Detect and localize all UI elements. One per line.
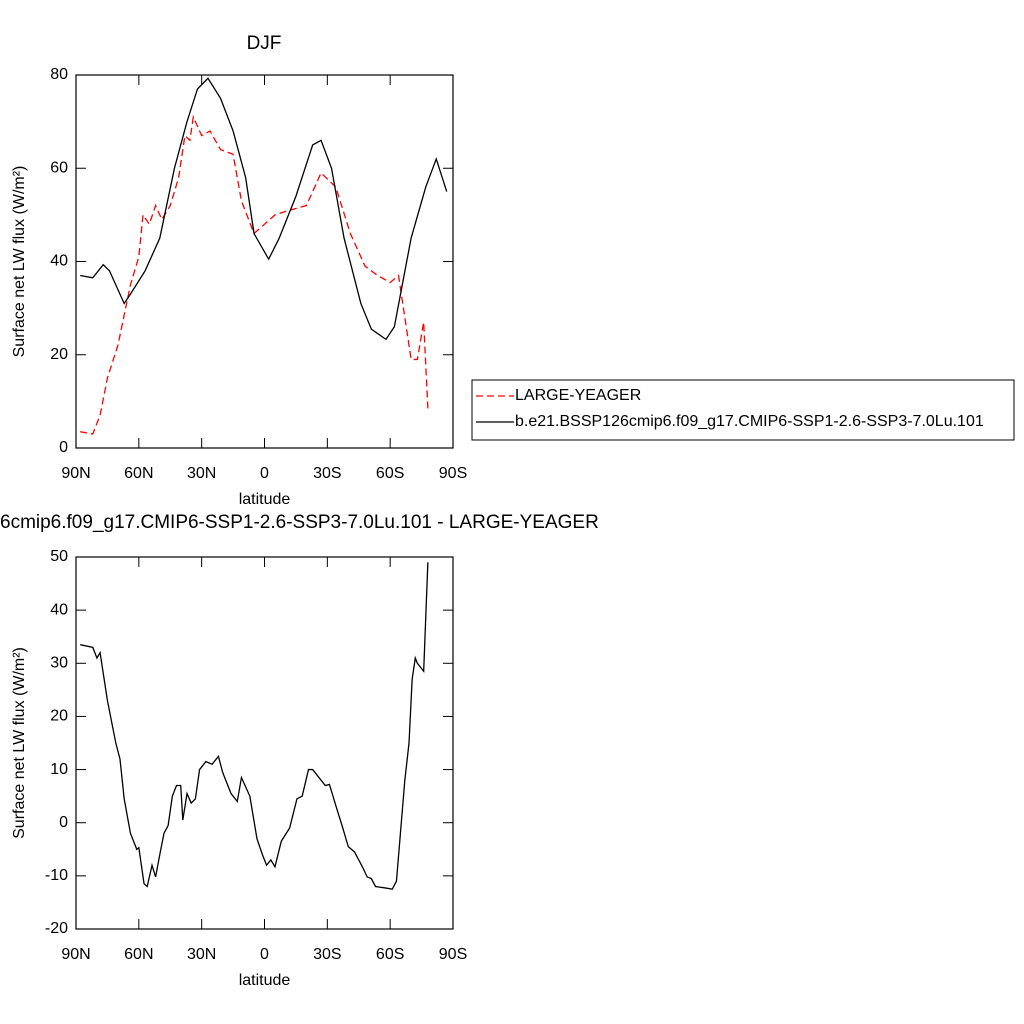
- data-line: [80, 562, 429, 890]
- x-tick-label: 90S: [439, 946, 467, 963]
- y-tick-label: 0: [59, 814, 68, 831]
- x-tick-label: 0: [260, 946, 269, 963]
- legend-box: [471, 379, 1015, 441]
- plot-frame: [75, 556, 454, 930]
- x-tick-label: 30N: [187, 465, 216, 482]
- x-tick-label: 60N: [124, 465, 153, 482]
- chart-title: DJF: [247, 33, 282, 54]
- x-tick-label: 60S: [376, 465, 404, 482]
- y-tick-label: 20: [50, 346, 68, 363]
- x-tick-label: 60S: [376, 946, 404, 963]
- x-tick-label: 90S: [439, 465, 467, 482]
- y-tick-label: -20: [45, 920, 68, 937]
- data-line: [80, 114, 429, 435]
- y-tick-label: 60: [50, 159, 68, 176]
- x-tick-label: 0: [260, 465, 269, 482]
- y-tick-label: 40: [50, 253, 68, 270]
- x-tick-label: 90N: [61, 465, 90, 482]
- y-tick-label: 20: [50, 708, 68, 725]
- y-tick-label: 80: [50, 66, 68, 83]
- x-axis-label: latitude: [239, 972, 291, 989]
- y-tick-label: 0: [59, 439, 68, 456]
- legend-label: b.e21.BSSP126cmip6.f09_g17.CMIP6-SSP1-2.…: [515, 413, 984, 430]
- y-tick-label: 30: [50, 655, 68, 672]
- y-tick-label: 50: [50, 548, 68, 565]
- chart-title: 6cmip6.f09_g17.CMIP6-SSP1-2.6-SSP3-7.0Lu…: [0, 512, 599, 533]
- x-axis-label: latitude: [239, 491, 291, 508]
- y-tick-label: 10: [50, 761, 68, 778]
- y-tick-label: 40: [50, 601, 68, 618]
- x-tick-label: 30S: [313, 465, 341, 482]
- x-tick-label: 60N: [124, 946, 153, 963]
- x-tick-label: 90N: [61, 946, 90, 963]
- data-line: [80, 77, 448, 341]
- x-tick-label: 30S: [313, 946, 341, 963]
- y-axis-label: Surface net LW flux (W/m²): [11, 647, 28, 839]
- legend-label: LARGE-YEAGER: [515, 387, 641, 404]
- y-tick-label: -10: [45, 867, 68, 884]
- plot-frame: [75, 74, 454, 449]
- x-tick-label: 30N: [187, 946, 216, 963]
- y-axis-label: Surface net LW flux (W/m²): [11, 166, 28, 358]
